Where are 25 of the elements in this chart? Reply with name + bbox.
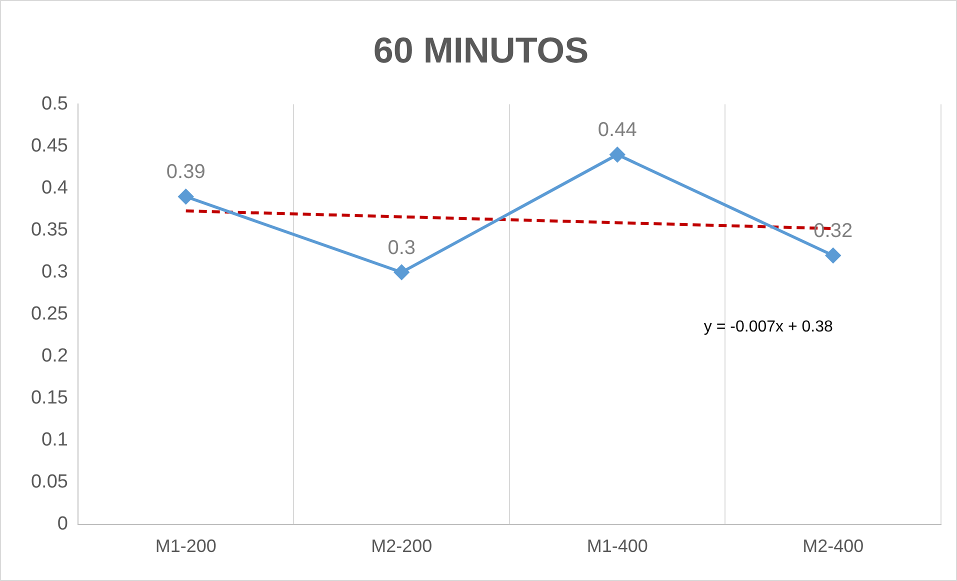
point	[610, 147, 625, 162]
annotation: y = -0.007x + 0.38	[704, 318, 833, 336]
data-label: 0.39	[166, 161, 206, 184]
y-tick-label: 0	[57, 514, 68, 535]
x-tick-label: M2-200	[371, 536, 432, 556]
y-tick-label: 0.3	[42, 262, 68, 283]
y-tick-label: 0.2	[42, 346, 68, 367]
y-tick-label: 0.45	[30, 135, 68, 156]
point	[178, 189, 194, 204]
y-tick-label: 0.4	[42, 177, 68, 198]
y-tick-label: 0.35	[30, 219, 68, 240]
data-label: 0.32	[814, 220, 853, 242]
data-label: 0.3	[388, 236, 416, 259]
y-tick-label: 0.25	[30, 304, 68, 325]
point	[826, 248, 841, 263]
y-tick-label: 0.5	[42, 93, 68, 114]
x-tick-label: M1-400	[586, 536, 648, 556]
chart-title: 60 MINUTOS	[373, 30, 589, 71]
y-tick-label: 0.1	[42, 430, 68, 451]
y-tick-label: 0.05	[30, 472, 68, 493]
x-tick-label: M1-200	[155, 536, 216, 556]
y-tick-label: 0.15	[30, 388, 68, 409]
x-tick-label: M2-400	[802, 536, 864, 556]
data-label: 0.44	[598, 119, 637, 142]
point	[394, 264, 410, 280]
